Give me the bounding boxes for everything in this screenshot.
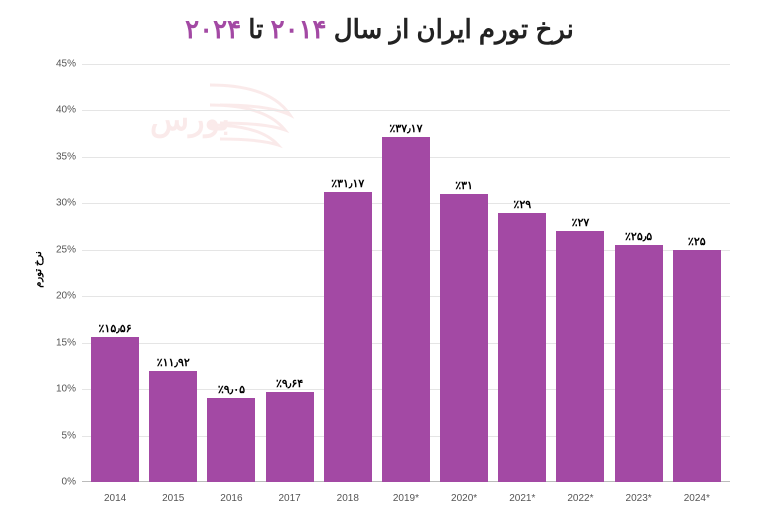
bar-column: ٪۱۵٫۵۶ <box>91 322 139 482</box>
bar-column: ٪۹٫۶۴ <box>266 377 314 482</box>
y-tick-label: 30% <box>44 198 76 209</box>
bar-value-label: ٪۹٫۰۵ <box>218 383 245 396</box>
y-tick-label: 10% <box>44 384 76 395</box>
x-tick-label: 2019* <box>382 493 430 504</box>
y-tick-label: 20% <box>44 291 76 302</box>
x-labels: 2014 2015 2016 2017 2018 2019* 2020* 2021* 2022*… <box>82 493 730 504</box>
x-tick-label: 2020* <box>440 493 488 504</box>
title-year-1: ۲۰۱۴ <box>271 14 327 44</box>
bar <box>207 398 255 482</box>
x-tick-label: 2016 <box>207 493 255 504</box>
bar <box>382 137 430 482</box>
bar-column: ٪۳۱٫۱۷ <box>324 177 372 482</box>
y-tick-label: 35% <box>44 151 76 162</box>
bar-column: ٪۲۹ <box>498 198 546 482</box>
bar-column: ٪۱۱٫۹۲ <box>149 356 197 482</box>
bar <box>440 194 488 482</box>
x-tick-label: 2014 <box>91 493 139 504</box>
bar-column: ٪۲۵٫۵ <box>615 230 663 482</box>
y-tick-label: 5% <box>44 430 76 441</box>
bar-value-label: ٪۲۷ <box>572 216 590 229</box>
bar-value-label: ٪۱۱٫۹۲ <box>157 356 190 369</box>
bar <box>91 337 139 482</box>
bar <box>266 392 314 482</box>
chart-title: نرخ تورم ایران از سال ۲۰۱۴ تا ۲۰۲۴ <box>0 0 759 53</box>
bar-value-label: ٪۲۹ <box>513 198 531 211</box>
bars-container: ٪۱۵٫۵۶ ٪۱۱٫۹۲ ٪۹٫۰۵ ٪۹٫۶۴ ٪۳۱٫۱۷ ٪۳۷٫۱۷ ٪۳۱ ٪۲۹… <box>82 64 730 482</box>
x-tick-label: 2022* <box>556 493 604 504</box>
bar-value-label: ٪۳۱٫۱۷ <box>331 177 364 190</box>
bar-column: ٪۹٫۰۵ <box>207 383 255 482</box>
bar <box>615 245 663 482</box>
bar-column: ٪۲۵ <box>673 235 721 482</box>
bar <box>498 213 546 482</box>
bar-value-label: ٪۳۱ <box>455 179 473 192</box>
bar-value-label: ٪۲۵ <box>688 235 706 248</box>
y-tick-label: 40% <box>44 105 76 116</box>
bar <box>324 192 372 482</box>
bar <box>673 250 721 482</box>
title-text-2: تا <box>241 14 271 44</box>
bar <box>149 371 197 482</box>
y-tick-label: 45% <box>44 59 76 70</box>
x-tick-label: 2021* <box>498 493 546 504</box>
x-tick-label: 2024* <box>673 493 721 504</box>
chart-container: نرخ تورم 0%5%10%15%20%25%30%35%40%45% ٪۱… <box>38 64 738 504</box>
bar-column: ٪۲۷ <box>556 216 604 482</box>
bar-value-label: ٪۹٫۶۴ <box>276 377 303 390</box>
x-tick-label: 2017 <box>266 493 314 504</box>
x-tick-label: 2015 <box>149 493 197 504</box>
y-tick-label: 25% <box>44 244 76 255</box>
bar-value-label: ٪۲۵٫۵ <box>625 230 652 243</box>
title-year-2: ۲۰۲۴ <box>185 14 241 44</box>
bar <box>556 231 604 482</box>
y-tick-label: 15% <box>44 337 76 348</box>
x-tick-label: 2023* <box>615 493 663 504</box>
y-tick-label: 0% <box>44 477 76 488</box>
bar-value-label: ٪۱۵٫۵۶ <box>99 322 132 335</box>
bar-value-label: ٪۳۷٫۱۷ <box>389 122 422 135</box>
y-axis-label: نرخ تورم <box>33 251 44 288</box>
bar-column: ٪۳۱ <box>440 179 488 482</box>
title-text-1: نرخ تورم ایران از سال <box>327 14 574 44</box>
x-tick-label: 2018 <box>324 493 372 504</box>
plot-area: 0%5%10%15%20%25%30%35%40%45% ٪۱۵٫۵۶٪۱۱٫۹… <box>82 64 730 482</box>
bar-column: ٪۳۷٫۱۷ <box>382 122 430 482</box>
